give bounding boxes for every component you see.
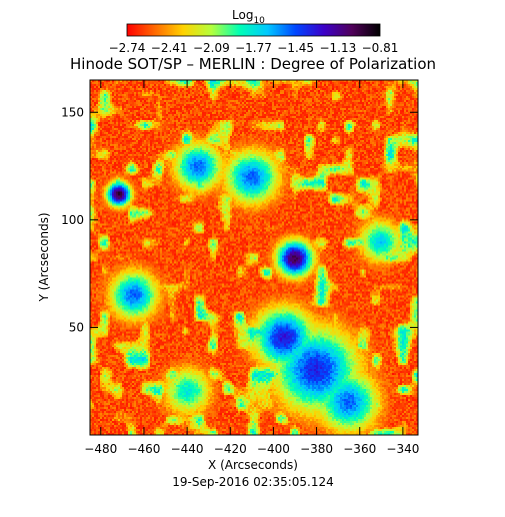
y-tick-label: 150 [61,105,84,119]
colorbar-tick-label: −1.13 [319,41,356,55]
colorbar-tick-label: −0.81 [362,41,399,55]
observation-date: 19-Sep-2016 02:35:05.124 [172,475,334,489]
x-tick-label: −360 [343,442,376,456]
x-tick-label: −380 [300,442,333,456]
x-tick-label: −440 [171,442,204,456]
y-axis-label: Y (Arcseconds) [37,212,51,302]
heatmap-image [90,80,418,435]
colorbar-tick-label: −2.41 [151,41,188,55]
colorbar-tick-label: −2.74 [109,41,146,55]
colorbar-tick-label: −1.45 [277,41,314,55]
x-tick-label: −340 [386,442,419,456]
colorbar: Log10 −2.74 −2.41 −2.09 −1.77 −1.45 −1.13 −0.8… [109,8,399,55]
x-tick-label: −420 [214,442,247,456]
colorbar-tick-label: −2.09 [193,41,230,55]
y-tick-label: 50 [69,320,84,334]
chart-title: Hinode SOT/SP – MERLIN : Degree of Polar… [70,55,436,73]
x-tick-label: −460 [127,442,160,456]
x-axis: −480 −460 −440 −420 −400 −380 −360 −340 [84,80,419,456]
colorbar-gradient [126,23,381,37]
x-tick-label: −480 [84,442,117,456]
y-tick-label: 100 [61,213,84,227]
y-axis: 50 100 150 [61,105,418,334]
x-tick-label: −400 [257,442,290,456]
plot-area: −480 −460 −440 −420 −400 −380 −360 −340 50 100 15… [61,79,419,456]
colorbar-tick-label: −1.77 [235,41,272,55]
plot-frame [89,79,419,436]
colorbar-ticks: −2.74 −2.41 −2.09 −1.77 −1.45 −1.13 −0.81 [109,41,399,55]
x-axis-label: X (Arcseconds) [208,458,298,472]
colorbar-label: Log10 [232,8,265,26]
